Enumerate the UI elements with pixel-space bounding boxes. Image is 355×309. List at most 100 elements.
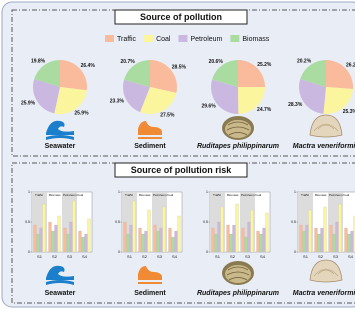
x-tick-label: S3 [245, 254, 251, 259]
bar [248, 222, 251, 252]
bar [336, 222, 339, 252]
sample-name: Ruditapes philippinarum [197, 143, 279, 150]
bar [79, 231, 82, 252]
sample-name: Sediment [134, 290, 166, 297]
value-label: 25.2% [257, 62, 272, 68]
bar [169, 228, 172, 252]
panel-title: Source of pollution risk [131, 165, 233, 175]
value-label: 24.7% [257, 107, 272, 113]
value-label: 25.9% [74, 110, 89, 116]
bar [163, 207, 166, 252]
value-label: 25.9% [21, 100, 36, 106]
bar [88, 219, 91, 252]
bar [43, 204, 46, 252]
value-label: 26.4% [81, 63, 96, 69]
x-tick-label: S4 [348, 254, 354, 259]
value-label: 20.2% [297, 59, 312, 65]
bar [218, 222, 221, 252]
y-tick-label: 0.5 [25, 220, 30, 224]
value-label: 29.6% [201, 104, 216, 110]
bar [263, 228, 266, 252]
legend-label: Biomass [242, 36, 269, 43]
sample-icon [222, 116, 254, 140]
bar [124, 222, 127, 252]
bar [236, 204, 239, 252]
background [2, 2, 355, 307]
bar [157, 231, 160, 252]
bar [160, 228, 163, 252]
figure: Source of pollution Source of pollution … [0, 0, 355, 309]
legend-label: Traffic [213, 193, 222, 197]
bar [172, 237, 175, 252]
legend-label: Petroleum [329, 193, 343, 197]
bar [257, 231, 260, 252]
bar [142, 234, 145, 252]
x-tick-label: S1 [127, 254, 133, 259]
bar [230, 234, 233, 252]
value-label: 20.7% [121, 59, 136, 65]
bar [175, 231, 178, 252]
x-tick-label: S4 [172, 254, 178, 259]
x-tick-label: S2 [230, 254, 236, 259]
bar [330, 225, 333, 252]
x-tick-label: S2 [318, 254, 324, 259]
bar [345, 228, 348, 252]
bar [212, 228, 215, 252]
x-tick-label: S1 [37, 254, 43, 259]
value-label: 26.2% [346, 63, 355, 69]
legend-label: Traffic [301, 193, 310, 197]
legend-label: Traffic [125, 193, 134, 197]
bar [139, 228, 142, 252]
sample-name: Seawater [45, 290, 76, 297]
bar [260, 234, 263, 252]
bar [40, 228, 43, 252]
bar [306, 225, 309, 252]
bar [266, 213, 269, 252]
bar [242, 228, 245, 252]
bar [52, 231, 55, 252]
bar [55, 225, 58, 252]
bar [215, 234, 218, 252]
legend-label: Biomass [227, 193, 239, 197]
bar [67, 234, 70, 252]
y-tick-label: 0 [118, 250, 120, 254]
sample-name: Mactra veneriformis [293, 290, 355, 297]
legend-label: Petroleum [190, 36, 222, 43]
y-tick-label: 1 [118, 190, 120, 194]
bar [324, 207, 327, 252]
bar [318, 234, 321, 252]
bar [58, 216, 61, 252]
legend-label: Petroleum [63, 193, 77, 197]
sample-name: Seawater [45, 143, 76, 150]
value-label: 19.8% [31, 59, 46, 65]
sample-name: Sediment [134, 143, 166, 150]
y-tick-label: 0 [206, 250, 208, 254]
y-tick-label: 1 [28, 190, 30, 194]
x-tick-label: S4 [260, 254, 266, 259]
legend-label: Petroleum [241, 193, 255, 197]
bar [64, 228, 67, 252]
bar [154, 225, 157, 252]
legend-swatch [230, 35, 239, 42]
legend-label: Coal [77, 193, 84, 197]
x-tick-label: S2 [142, 254, 148, 259]
bar [70, 222, 73, 252]
bar [130, 225, 133, 252]
bar [245, 237, 248, 252]
x-tick-label: S1 [303, 254, 309, 259]
value-label: 25.3% [343, 109, 355, 115]
legend-swatch [144, 35, 153, 42]
y-tick-label: 0 [294, 250, 296, 254]
legend-label: Coal [156, 36, 171, 43]
bar [333, 234, 336, 252]
y-tick-label: 1 [206, 190, 208, 194]
bar [309, 210, 312, 252]
bar [178, 216, 181, 252]
y-tick-label: 0.5 [291, 220, 296, 224]
bar [34, 225, 37, 252]
bar [49, 222, 52, 252]
sample-name: Mactra veneriformis [293, 143, 355, 150]
x-tick-label: S2 [52, 254, 58, 259]
x-tick-label: S3 [67, 254, 73, 259]
bar [227, 225, 230, 252]
